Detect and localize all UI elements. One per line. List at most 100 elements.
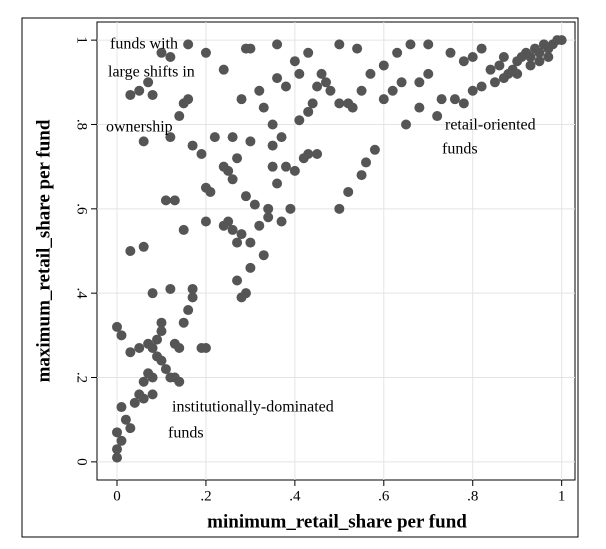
point xyxy=(258,250,269,261)
point xyxy=(174,111,185,122)
point xyxy=(498,52,509,63)
point xyxy=(436,94,447,105)
annotation: large shifts in xyxy=(108,64,195,81)
x-axis-title: minimum_retail_share per fund xyxy=(207,511,467,532)
point xyxy=(343,186,354,197)
point xyxy=(183,94,194,105)
point xyxy=(378,94,389,105)
point xyxy=(232,153,243,164)
point xyxy=(187,283,198,294)
point xyxy=(489,77,500,88)
point xyxy=(232,237,243,248)
point xyxy=(378,60,389,71)
annotation: institutionally-dominated xyxy=(172,399,334,416)
point xyxy=(112,321,123,332)
point xyxy=(200,47,211,58)
point xyxy=(498,73,509,84)
point xyxy=(303,106,314,117)
point xyxy=(449,94,460,105)
point xyxy=(147,342,158,353)
point xyxy=(467,52,478,63)
point xyxy=(263,203,274,214)
point xyxy=(218,161,229,172)
point xyxy=(178,317,189,328)
point xyxy=(316,68,327,79)
point xyxy=(289,165,300,176)
point xyxy=(165,52,176,63)
point xyxy=(200,216,211,227)
point xyxy=(169,195,180,206)
point xyxy=(174,376,185,387)
point xyxy=(138,136,149,147)
y-tick-label: 1 xyxy=(74,36,90,44)
point xyxy=(267,119,278,130)
point xyxy=(512,68,523,79)
point xyxy=(401,119,412,130)
point xyxy=(156,47,167,58)
point xyxy=(423,39,434,50)
point xyxy=(312,81,323,92)
point xyxy=(285,203,296,214)
point xyxy=(267,140,278,151)
annotation: funds with xyxy=(110,36,178,53)
point xyxy=(272,73,283,84)
point xyxy=(356,85,367,96)
point xyxy=(160,364,171,375)
point xyxy=(307,98,318,109)
point xyxy=(178,224,189,235)
point xyxy=(112,427,123,438)
point xyxy=(294,115,305,126)
point xyxy=(263,212,274,223)
point xyxy=(138,393,149,404)
point xyxy=(227,174,238,185)
point xyxy=(280,161,291,172)
point xyxy=(209,132,220,143)
point xyxy=(125,347,136,358)
point xyxy=(303,47,314,58)
point xyxy=(147,89,158,100)
point xyxy=(143,77,154,88)
x-tick-label: .2 xyxy=(200,488,211,504)
point xyxy=(138,241,149,252)
point xyxy=(152,334,163,345)
point xyxy=(156,326,167,337)
point xyxy=(134,342,145,353)
point xyxy=(405,39,416,50)
point xyxy=(236,229,247,240)
point xyxy=(476,43,487,54)
point xyxy=(223,216,234,227)
point xyxy=(334,98,345,109)
point xyxy=(138,376,149,387)
point xyxy=(494,60,505,71)
point xyxy=(227,224,238,235)
y-tick-label: .8 xyxy=(74,119,90,130)
point xyxy=(414,77,425,88)
point xyxy=(227,132,238,143)
point xyxy=(467,85,478,96)
point xyxy=(534,56,545,67)
point xyxy=(240,191,251,202)
point xyxy=(112,452,123,463)
point xyxy=(369,144,380,155)
point xyxy=(525,60,536,71)
point xyxy=(187,292,198,303)
point xyxy=(174,342,185,353)
x-tick-label: 1 xyxy=(558,488,566,504)
point xyxy=(147,372,158,383)
annotation: retail-oriented xyxy=(445,117,536,134)
point xyxy=(392,47,403,58)
y-tick-label: .2 xyxy=(74,372,90,383)
point xyxy=(458,98,469,109)
point xyxy=(156,317,167,328)
point xyxy=(147,288,158,299)
point xyxy=(347,102,358,113)
point xyxy=(312,149,323,160)
point xyxy=(232,275,243,286)
point xyxy=(156,355,167,366)
point xyxy=(294,68,305,79)
point xyxy=(125,89,136,100)
point xyxy=(125,423,136,434)
point xyxy=(236,94,247,105)
x-tick-label: .6 xyxy=(378,488,390,504)
